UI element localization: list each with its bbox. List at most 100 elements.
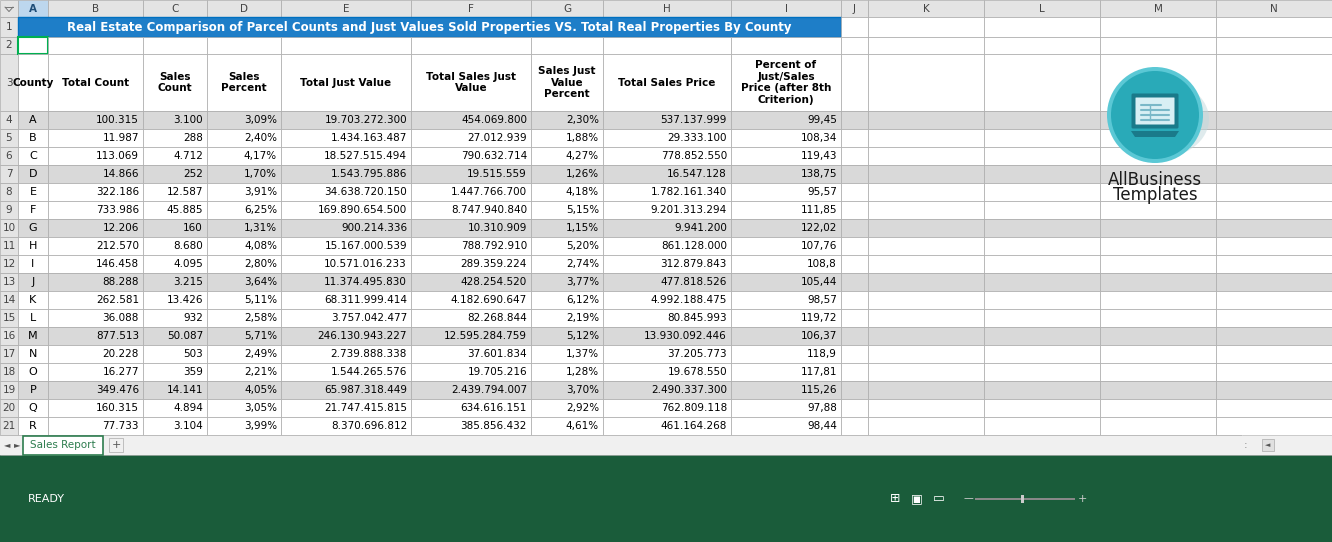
Text: +: +: [1078, 494, 1087, 504]
Text: H: H: [663, 3, 671, 14]
Text: 107,76: 107,76: [801, 241, 836, 251]
Bar: [531, 0, 603, 17]
Bar: [1216, 399, 1332, 417]
Text: Sales Just
Value
Percent: Sales Just Value Percent: [538, 66, 595, 99]
Text: 88.288: 88.288: [103, 277, 139, 287]
Bar: [206, 327, 281, 345]
Text: 3.100: 3.100: [173, 115, 202, 125]
FancyBboxPatch shape: [1131, 94, 1179, 128]
Bar: [1100, 219, 1216, 237]
Text: 289.359.224: 289.359.224: [461, 259, 527, 269]
Bar: [840, 399, 868, 417]
Bar: [412, 363, 531, 381]
Bar: [48, 327, 143, 345]
Bar: [603, 54, 731, 111]
Bar: [840, 363, 868, 381]
Text: D: D: [240, 3, 248, 14]
Text: 15.167.000.539: 15.167.000.539: [325, 241, 408, 251]
Text: 16: 16: [3, 331, 16, 341]
Text: 19: 19: [3, 385, 16, 395]
Bar: [840, 183, 868, 201]
Bar: [603, 345, 731, 363]
Text: L: L: [29, 313, 36, 323]
Bar: [603, 381, 731, 399]
Bar: [19, 219, 48, 237]
Bar: [840, 291, 868, 309]
Text: 4,18%: 4,18%: [566, 187, 599, 197]
Bar: [1216, 17, 1332, 37]
Bar: [868, 219, 984, 237]
Text: Total Sales Price: Total Sales Price: [618, 78, 715, 87]
Bar: [984, 183, 1100, 201]
Bar: [281, 183, 412, 201]
Bar: [531, 111, 603, 129]
Text: 2,74%: 2,74%: [566, 259, 599, 269]
Bar: [603, 327, 731, 345]
Bar: [984, 147, 1100, 165]
Bar: [868, 309, 984, 327]
Text: 19.678.550: 19.678.550: [667, 367, 727, 377]
Text: 15: 15: [3, 313, 16, 323]
Text: 477.818.526: 477.818.526: [661, 277, 727, 287]
Text: F: F: [468, 3, 474, 14]
Bar: [19, 237, 48, 255]
Text: 29.333.100: 29.333.100: [667, 133, 727, 143]
Bar: [412, 381, 531, 399]
Text: 12.595.284.759: 12.595.284.759: [444, 331, 527, 341]
Bar: [531, 54, 603, 111]
Bar: [840, 147, 868, 165]
Bar: [731, 273, 840, 291]
Text: Percent of
Just/Sales
Price (after 8th
Criterion): Percent of Just/Sales Price (after 8th C…: [741, 60, 831, 105]
Bar: [281, 237, 412, 255]
Bar: [840, 345, 868, 363]
Bar: [868, 147, 984, 165]
Bar: [143, 165, 206, 183]
Bar: [0, 255, 19, 273]
Text: 1.544.265.576: 1.544.265.576: [330, 367, 408, 377]
Bar: [281, 0, 412, 17]
Bar: [143, 111, 206, 129]
Bar: [281, 255, 412, 273]
Text: 16.547.128: 16.547.128: [667, 169, 727, 179]
Bar: [143, 363, 206, 381]
Bar: [840, 165, 868, 183]
Bar: [281, 399, 412, 417]
Bar: [19, 291, 48, 309]
Bar: [868, 165, 984, 183]
Bar: [143, 201, 206, 219]
Bar: [143, 273, 206, 291]
Bar: [48, 54, 143, 111]
Text: 11.374.495.830: 11.374.495.830: [324, 277, 408, 287]
Text: Q: Q: [28, 403, 37, 413]
Text: 99,45: 99,45: [807, 115, 836, 125]
Bar: [840, 273, 868, 291]
Bar: [143, 37, 206, 54]
Text: 8.747.940.840: 8.747.940.840: [450, 205, 527, 215]
Text: 2,49%: 2,49%: [244, 349, 277, 359]
Text: D: D: [29, 169, 37, 179]
Bar: [531, 37, 603, 54]
Bar: [1216, 381, 1332, 399]
Bar: [1216, 147, 1332, 165]
Bar: [0, 237, 19, 255]
Bar: [143, 129, 206, 147]
Text: 9.941.200: 9.941.200: [674, 223, 727, 233]
Text: 68.311.999.414: 68.311.999.414: [324, 295, 408, 305]
Circle shape: [1111, 71, 1199, 159]
Bar: [48, 201, 143, 219]
Bar: [531, 291, 603, 309]
Text: 6: 6: [5, 151, 12, 161]
Bar: [984, 165, 1100, 183]
Bar: [1216, 219, 1332, 237]
Bar: [840, 255, 868, 273]
Bar: [48, 399, 143, 417]
Text: 138,75: 138,75: [801, 169, 836, 179]
Bar: [731, 291, 840, 309]
Bar: [19, 147, 48, 165]
Text: 349.476: 349.476: [96, 385, 139, 395]
Bar: [281, 363, 412, 381]
Text: 115,26: 115,26: [801, 385, 836, 395]
Bar: [1216, 129, 1332, 147]
Text: 3.757.042.477: 3.757.042.477: [330, 313, 408, 323]
Bar: [281, 129, 412, 147]
